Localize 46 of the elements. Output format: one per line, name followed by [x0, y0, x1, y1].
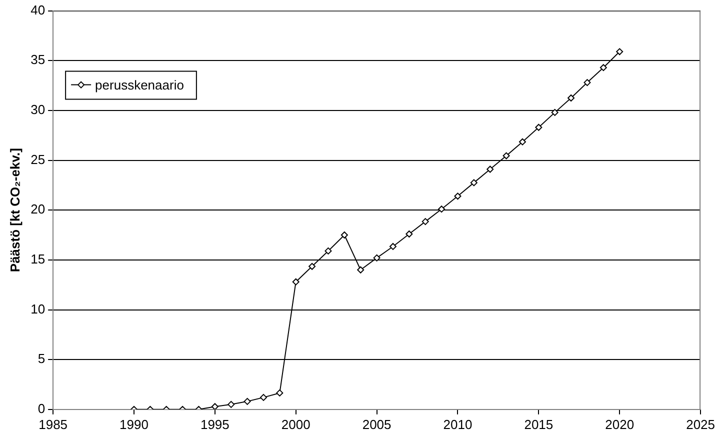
- y-tick-label: 40: [30, 2, 46, 18]
- y-axis-title: Päästö [kt CO₂-ekv.]: [7, 148, 22, 272]
- point: [244, 398, 251, 405]
- point: [340, 232, 348, 239]
- x-tick-label: 1985: [38, 416, 68, 432]
- point: [406, 230, 413, 238]
- point: [535, 124, 542, 131]
- y-tick-label: 25: [30, 152, 46, 167]
- point: [568, 94, 575, 102]
- x-tick-label: 2005: [362, 416, 392, 432]
- y-tick-label: 10: [30, 301, 46, 316]
- y-tick-label: 15: [30, 252, 46, 267]
- point: [486, 166, 494, 173]
- point: [422, 218, 429, 226]
- x-tick-label: 2025: [686, 416, 715, 432]
- point: [600, 64, 607, 72]
- point: [584, 79, 591, 86]
- point: [502, 152, 510, 160]
- x-tick-label: 2015: [524, 416, 554, 432]
- y-tick-label: 0: [38, 400, 46, 416]
- x-tick-label: 2010: [443, 416, 472, 432]
- point: [308, 262, 316, 270]
- point: [616, 48, 624, 56]
- x-tick-label: 2020: [605, 416, 634, 432]
- point: [357, 266, 364, 274]
- y-tick-label: 5: [38, 351, 46, 366]
- point: [276, 389, 284, 396]
- point: [211, 403, 218, 410]
- point: [324, 247, 332, 254]
- point: [228, 400, 235, 408]
- point: [454, 192, 462, 200]
- x-tick-label: 1995: [200, 416, 230, 432]
- point: [389, 242, 396, 250]
- point: [470, 179, 478, 186]
- point: [260, 394, 267, 401]
- y-tick-label: 35: [30, 52, 46, 68]
- y-tick-label: 20: [30, 202, 46, 217]
- point: [292, 278, 300, 286]
- point: [373, 254, 380, 262]
- legend-label: perusskenaario: [95, 77, 184, 92]
- point: [518, 138, 526, 146]
- y-tick-label: 30: [30, 102, 46, 118]
- x-tick-label: 1990: [120, 416, 148, 432]
- point: [551, 108, 558, 116]
- x-tick-label: 2000: [281, 416, 310, 432]
- point: [438, 206, 446, 213]
